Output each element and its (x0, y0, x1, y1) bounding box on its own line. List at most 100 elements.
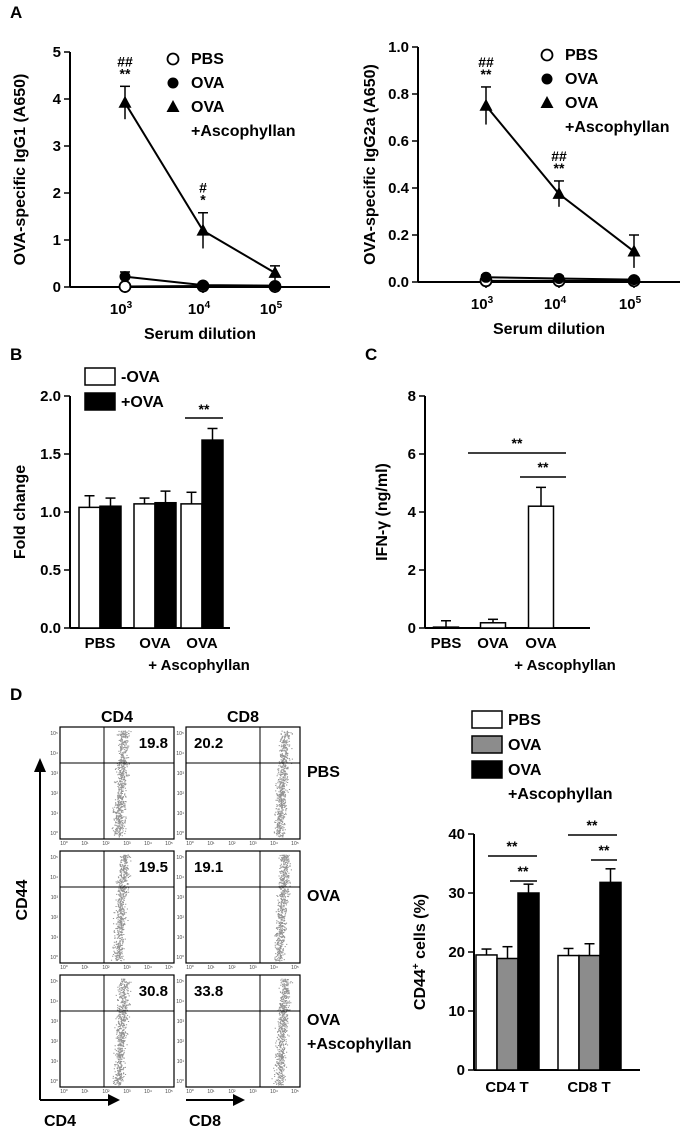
flow-axis-tick-label: 10⁴ (270, 841, 278, 847)
flow-axis-tick-label: 10² (177, 1039, 185, 1045)
flow-dot-cloud (271, 978, 294, 1086)
flow-axis-tick-label: 10⁰ (50, 831, 58, 837)
flow-dot-cloud (273, 730, 293, 838)
chart-D-bar (557, 954, 580, 1071)
chart-A2-ytick-label: 0.2 (388, 227, 409, 244)
chart-B-ytick-label: 0.0 (40, 620, 61, 637)
flow-axis-tick-label: 10³ (51, 1019, 59, 1025)
flow-axis-tick-label: 10⁵ (291, 1089, 299, 1095)
flow-axis-tick-label: 10³ (249, 1089, 257, 1095)
flow-percentage: 19.5 (139, 859, 168, 876)
chart-A1-ytick-label: 5 (53, 44, 61, 61)
chart-A2-xtick-label-exp: 3 (488, 295, 494, 306)
flow-axis-tick-label: 10³ (123, 1089, 131, 1095)
flow-axis-tick-label: 10² (177, 915, 185, 921)
chart-D-ytick-label: 10 (448, 1003, 465, 1020)
chart-A1-xtick-label-base: 10 (110, 301, 127, 318)
chart-B-bar (180, 503, 203, 629)
flow-plot-cd8 (185, 850, 301, 964)
chart-A2-legend-marker (540, 48, 554, 62)
flow-percentage: 19.1 (194, 859, 223, 876)
chart-A1-ytick-label: 1 (53, 232, 61, 249)
chart-C-ytick-label: 2 (408, 562, 416, 579)
flow-axis-tick-label: 10⁰ (186, 841, 194, 847)
chart-A2-xtick-label: 103 (471, 295, 494, 313)
flow-axis-tick-label: 10⁰ (60, 965, 68, 971)
chart-B-bar (133, 503, 156, 629)
flow-axis-tick-label: 10³ (177, 1019, 185, 1025)
chart-B-significance: ** (199, 401, 210, 417)
chart-A1-significance: ## (117, 53, 133, 69)
panel-label-b: B (10, 345, 22, 364)
flow-x-arrowhead-cd8 (233, 1094, 245, 1106)
chart-A2-legend-label: OVA (565, 95, 599, 112)
chart-B-category-label: OVA (186, 635, 218, 652)
chart-B-bar (78, 506, 101, 629)
chart-C-bar (479, 622, 507, 629)
chart-A1-data-point (269, 280, 281, 292)
flow-axis-tick-label: 10¹ (81, 841, 89, 847)
chart-D-ylabel-part: CD44 (412, 969, 429, 1010)
chart-A2-legend-label: PBS (565, 47, 598, 64)
chart-D-legend-label: OVA (508, 762, 542, 779)
flow-axis-tick-label: 10¹ (177, 1059, 185, 1065)
chart-D-ytick-label: 40 (448, 826, 465, 843)
chart-A1-xtick-label-base: 10 (260, 301, 277, 318)
flow-axis-tick-label: 10⁰ (50, 955, 58, 961)
flow-axis-tick-label: 10⁵ (165, 841, 173, 847)
chart-A1-data-point (268, 265, 282, 278)
chart-D-significance: ** (518, 863, 529, 879)
chart-D-bar (578, 954, 601, 1071)
chart-A2-xtick-label-base: 10 (544, 296, 561, 313)
chart-A2-legend-marker (541, 73, 553, 85)
flow-axis-tick-label: 10¹ (177, 811, 185, 817)
flow-axis-tick-label: 10³ (249, 841, 257, 847)
flow-percentage: 33.8 (194, 983, 223, 1000)
flow-axis-tick-label: 10⁵ (176, 855, 184, 861)
flow-percentage: 19.8 (139, 735, 168, 752)
flow-axis-tick-label: 10¹ (207, 965, 215, 971)
chart-B-ytick-label: 1.0 (40, 504, 61, 521)
flow-plot-cd8 (185, 974, 301, 1088)
chart-B-bar (201, 439, 224, 629)
flow-axis-tick-label: 10⁴ (270, 965, 278, 971)
flow-axis-tick-label: 10¹ (81, 965, 89, 971)
chart-A1-data-point (118, 95, 132, 108)
flow-axis-tick-label: 10² (228, 1089, 236, 1095)
chart-C-ytick-label: 4 (408, 504, 417, 521)
chart-D-ylabel-part: cells (%) (412, 894, 429, 963)
flow-axis-tick-label: 10³ (51, 895, 59, 901)
flow-axis-tick-label: 10⁴ (144, 965, 152, 971)
chart-A1-ytick-label: 2 (53, 185, 61, 202)
flow-axis-tick-label: 10³ (123, 841, 131, 847)
chart-D-legend-label: +Ascophyllan (508, 786, 612, 803)
chart-A2-data-point (552, 186, 566, 199)
flow-axis-tick-label: 10⁴ (144, 841, 152, 847)
panel-label-a: A (10, 3, 22, 22)
chart-C-ylabel: IFN-γ (ng/ml) (374, 463, 391, 561)
chart-C-ytick-label: 6 (408, 446, 416, 463)
flow-percentage: 20.2 (194, 735, 223, 752)
chart-A2-xtick-label-base: 10 (619, 296, 636, 313)
flow-dot-cloud (274, 854, 292, 962)
flow-axis-tick-label: 10² (102, 841, 110, 847)
chart-A1-data-point (196, 223, 210, 236)
chart-D-category-label: CD4 T (485, 1079, 528, 1096)
chart-A2-ytick-label: 0.6 (388, 133, 409, 150)
chart-A2-significance: ## (478, 54, 494, 70)
chart-A2-ytick-label: 1.0 (388, 39, 409, 56)
chart-C-significance: ** (512, 435, 523, 451)
chart-A1-data-point (119, 271, 131, 283)
chart-A2-legend-marker (540, 96, 554, 108)
chart-A2-data-point (553, 272, 565, 284)
flow-axis-tick-label: 10⁵ (176, 731, 184, 737)
panel-label-c: C (365, 345, 377, 364)
chart-D-bar (517, 892, 540, 1071)
flow-column-title: CD8 (227, 709, 259, 726)
chart-A2-xtick-label-exp: 5 (636, 295, 642, 306)
chart-D-legend-swatch (471, 735, 503, 754)
flow-axis-tick-label: 10⁴ (176, 875, 184, 881)
flow-x-axis-label: CD4 (44, 1113, 76, 1130)
chart-A1-ytick-label: 3 (53, 138, 61, 155)
